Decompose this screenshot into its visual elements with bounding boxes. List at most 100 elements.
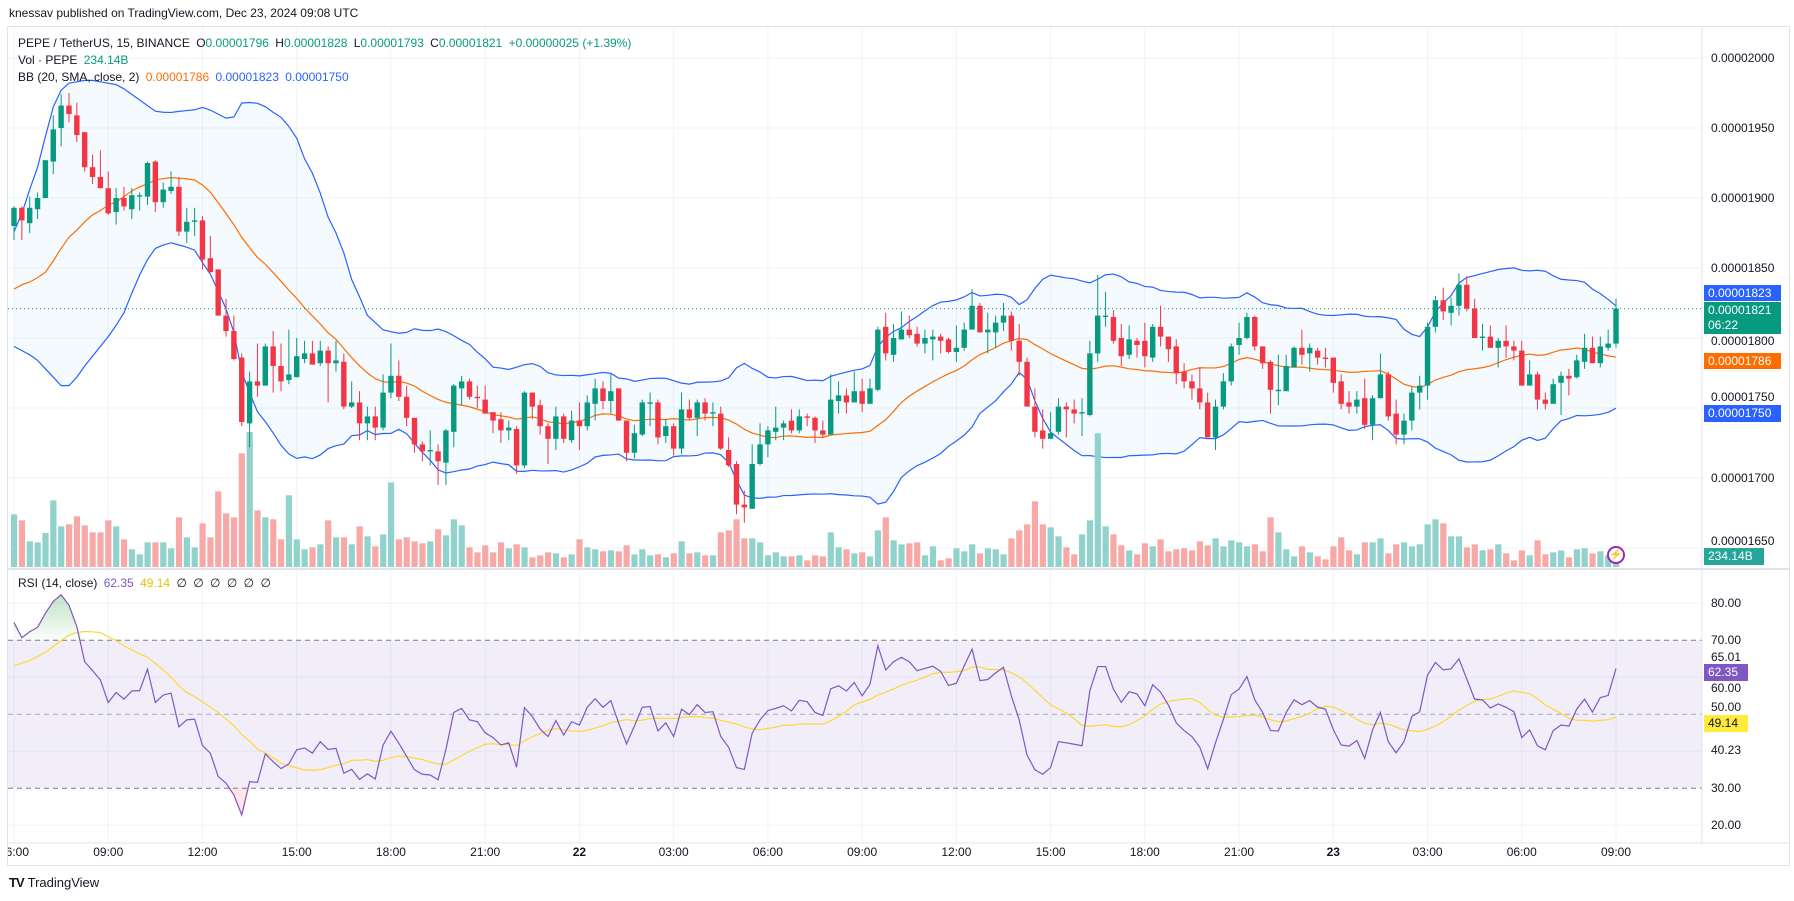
price-axis-label: 0.00002000 <box>1711 51 1775 65</box>
candle <box>686 399 693 421</box>
candle-body <box>1346 402 1352 407</box>
bb-lower-badge: 0.00001750 <box>1704 405 1781 422</box>
volume-bar <box>1440 523 1447 567</box>
plot-area <box>8 79 1702 817</box>
candle <box>129 188 135 219</box>
candle-body <box>914 333 920 344</box>
candle <box>1173 339 1179 385</box>
candle-body <box>843 395 850 403</box>
volume-bar <box>584 547 591 567</box>
volume-bar <box>1236 542 1243 567</box>
volume-bar <box>199 523 206 567</box>
volume-bar <box>639 549 646 567</box>
candle <box>443 429 449 485</box>
volume-bar <box>1055 536 1062 567</box>
candle <box>1401 413 1407 445</box>
open-value: 0.00001796 <box>205 36 269 50</box>
candle-body <box>1322 357 1329 359</box>
tradingview-logo[interactable]: TV TradingView <box>9 875 99 890</box>
rsi-empty-value: ∅ <box>260 576 271 590</box>
candle-body <box>1471 308 1478 338</box>
open-label: O <box>196 36 206 50</box>
volume-bar <box>1424 524 1431 567</box>
candle <box>1440 287 1446 320</box>
candle-body <box>1118 338 1124 357</box>
candle <box>890 324 897 362</box>
candle <box>898 311 905 340</box>
close-label: C <box>430 36 439 50</box>
candle-body <box>1416 385 1423 393</box>
volume-bar <box>1188 550 1196 567</box>
volume-bar <box>992 549 999 567</box>
candle <box>458 375 465 406</box>
candle-body <box>741 504 748 508</box>
volume-bar <box>293 539 300 567</box>
volume-bar <box>1251 544 1258 567</box>
candle <box>1165 336 1172 362</box>
volume-bar <box>529 557 536 567</box>
candle <box>1377 353 1384 399</box>
rsi-legend: RSI (14, close) 62.35 49.14 ∅ ∅ ∅ ∅ ∅ ∅ <box>18 576 274 590</box>
candle-body <box>396 375 402 397</box>
candle <box>977 303 983 333</box>
candle-body <box>710 412 716 414</box>
time-axis-label: 12:00 <box>187 845 218 859</box>
candle-body <box>663 426 669 436</box>
candle-body <box>1409 392 1415 421</box>
volume-bar <box>670 553 677 567</box>
volume-bar <box>152 542 159 567</box>
candle <box>1471 298 1478 338</box>
candle <box>1189 374 1195 400</box>
time-axis-label: 09:00 <box>93 845 124 859</box>
candle <box>985 312 991 354</box>
candle-body <box>788 420 795 431</box>
candle-body <box>1432 300 1439 327</box>
rsi-legend-label[interactable]: RSI (14, close) <box>18 576 98 590</box>
volume-bar <box>615 551 622 567</box>
candle <box>773 406 779 441</box>
volume-bar <box>874 530 882 567</box>
candle-body <box>81 132 88 168</box>
bb-legend-label[interactable]: BB (20, SMA, close, 2) <box>18 70 140 84</box>
volume-bar <box>332 537 340 567</box>
lightning-icon[interactable]: ⚡ <box>1607 546 1625 564</box>
volume-bar <box>380 534 387 567</box>
volume-bar <box>976 553 984 567</box>
symbol-name[interactable]: PEPE / TetherUS, 15, BINANCE <box>18 36 190 50</box>
candle <box>1338 374 1344 410</box>
candle-body <box>1479 336 1486 338</box>
candle <box>27 196 33 233</box>
candle <box>615 388 622 421</box>
volume-bar <box>1212 538 1219 567</box>
candle <box>301 340 308 364</box>
volume-bar <box>387 482 395 567</box>
volume-bar <box>1361 542 1368 567</box>
rsi-empty-value: ∅ <box>243 576 255 590</box>
last-price-badge: 0.00001821 06:22 <box>1704 302 1781 334</box>
rsi-axis-label: 50.00 <box>1711 700 1742 715</box>
candle <box>1307 343 1313 372</box>
candle-body <box>1605 343 1611 348</box>
candle-body <box>1307 347 1313 354</box>
time-axis[interactable]: 06:00 09:00 12:00 15:00 18:00 21:00 22 03:00 06:… <box>8 843 1702 865</box>
time-axis-label: 15:00 <box>1035 845 1066 859</box>
volume-bar <box>835 547 842 567</box>
candle <box>403 385 410 427</box>
rsi-overbought-fill <box>14 594 1617 641</box>
candle <box>623 420 630 462</box>
candle-body <box>749 464 755 509</box>
volume-bar <box>694 552 701 567</box>
volume-bar <box>843 549 850 567</box>
candle <box>780 420 787 441</box>
candle-body <box>1134 340 1140 345</box>
volume-bar <box>662 557 669 567</box>
volume-bar <box>1338 537 1345 567</box>
candle <box>199 216 206 270</box>
high-value: 0.00001828 <box>283 36 348 50</box>
low-value: 0.00001793 <box>360 36 424 50</box>
volume-legend-label[interactable]: Vol · PEPE <box>18 53 78 67</box>
candle <box>239 353 245 427</box>
candle <box>482 385 488 414</box>
candle-body <box>773 427 779 432</box>
